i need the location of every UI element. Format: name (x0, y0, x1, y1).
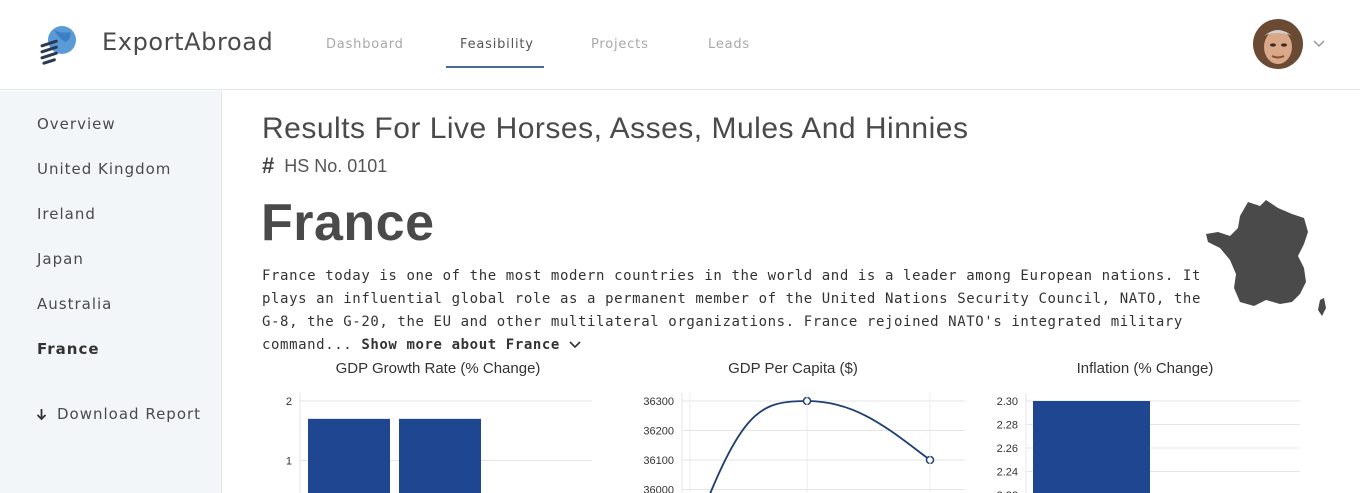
france-map-icon (1206, 200, 1326, 316)
chart-title-gdp-growth: GDP Growth Rate (% Change) (335, 360, 541, 377)
nav-dashboard[interactable]: Dashboard (326, 37, 404, 52)
top-header: ExportAbroad Dashboard Feasibility Proje… (0, 0, 1360, 90)
nav-leads[interactable]: Leads (708, 37, 751, 52)
gdp-growth-chart: 21 (286, 393, 592, 493)
sidebar-item-australia[interactable]: Australia (37, 295, 113, 313)
show-more-link[interactable]: Show more about France (361, 337, 581, 353)
arrow-down-icon (36, 408, 47, 420)
sidebar-item-united-kingdom[interactable]: United Kingdom (37, 160, 172, 178)
gdp-per-capita-chart: 36300 36200 36100 36000 (643, 393, 965, 493)
bar (308, 418, 390, 493)
globe-logo-icon[interactable] (36, 24, 80, 66)
y-tick-label: 2.22 (997, 490, 1018, 493)
sidebar: Overview United Kingdom Ireland Japan Au… (0, 91, 222, 493)
inflation-chart: 2.30 2.28 2.26 2.24 2.22 (997, 393, 1300, 493)
bar (399, 418, 481, 493)
page-title: Results For Live Horses, Asses, Mules An… (262, 112, 969, 145)
sidebar-item-overview[interactable]: Overview (37, 115, 116, 133)
y-tick-label: 36100 (643, 455, 674, 467)
sidebar-item-ireland[interactable]: Ireland (37, 205, 96, 223)
y-tick-label: 36200 (643, 426, 674, 438)
user-avatar[interactable] (1253, 19, 1303, 69)
active-tab-indicator (446, 66, 544, 68)
country-heading: France (261, 194, 435, 252)
download-report-label: Download Report (57, 405, 202, 423)
chevron-down-icon (569, 341, 581, 349)
download-report-button[interactable]: Download Report (36, 405, 201, 423)
chart-title-gdp-per-capita: GDP Per Capita ($) (728, 360, 858, 377)
show-more-label: Show more about France (361, 337, 560, 353)
y-tick-label: 2.24 (997, 467, 1018, 479)
y-tick-label: 36300 (643, 396, 674, 408)
series-line (709, 400, 931, 493)
y-tick-label: 2.28 (997, 420, 1018, 432)
sidebar-item-japan[interactable]: Japan (37, 250, 84, 268)
brand-name[interactable]: ExportAbroad (102, 28, 274, 56)
y-tick-label: 2.26 (997, 443, 1018, 455)
nav-feasibility[interactable]: Feasibility (460, 37, 534, 52)
y-tick-label: 2 (286, 396, 292, 408)
y-tick-label: 36000 (643, 485, 674, 493)
hs-number-label: HS No. 0101 (284, 155, 388, 176)
sidebar-item-france[interactable]: France (37, 340, 100, 358)
description-text: France today is one of the most modern c… (262, 268, 1201, 353)
y-tick-label: 1 (286, 456, 292, 468)
hash-icon: # (262, 153, 275, 178)
country-description: France today is one of the most modern c… (262, 265, 1202, 357)
nav-projects[interactable]: Projects (591, 37, 649, 52)
chevron-down-icon[interactable] (1312, 36, 1326, 50)
y-tick-label: 2.30 (997, 396, 1018, 408)
chart-title-inflation: Inflation (% Change) (1076, 360, 1214, 377)
bar (1033, 401, 1150, 493)
hs-number: # HS No. 0101 (262, 153, 387, 179)
